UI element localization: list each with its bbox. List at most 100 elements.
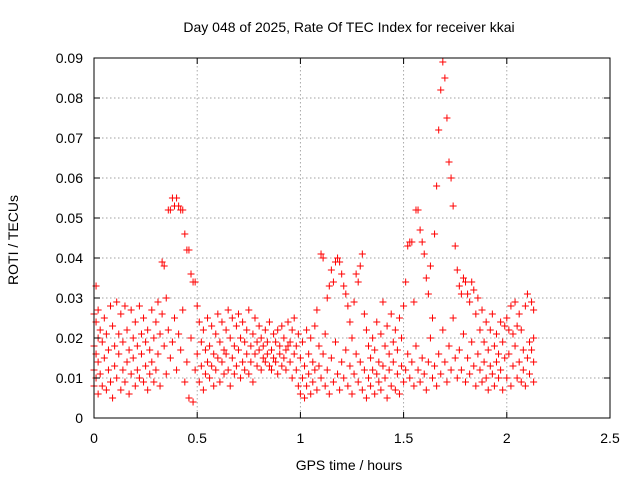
data-point: [142, 338, 150, 346]
data-point: [369, 366, 377, 374]
data-point: [519, 366, 527, 374]
data-point: [457, 290, 465, 298]
data-point: [315, 342, 323, 350]
data-point: [424, 358, 432, 366]
data-point: [311, 322, 319, 330]
data-point: [428, 314, 436, 322]
data-point: [150, 378, 158, 386]
data-point: [402, 366, 410, 374]
data-point: [288, 374, 296, 382]
data-point: [480, 358, 488, 366]
data-point: [348, 334, 356, 342]
data-point: [501, 322, 509, 330]
data-point: [214, 354, 222, 362]
data-point: [441, 358, 449, 366]
data-point: [492, 330, 500, 338]
data-point: [274, 370, 282, 378]
data-point: [104, 346, 112, 354]
data-point: [437, 370, 445, 378]
data-point: [530, 334, 538, 342]
data-point: [431, 230, 439, 238]
data-point: [117, 310, 125, 318]
data-point: [107, 302, 115, 310]
data-point: [336, 386, 344, 394]
data-point: [391, 386, 399, 394]
data-point: [255, 322, 263, 330]
data-point: [113, 374, 121, 382]
data-point: [146, 370, 154, 378]
data-point: [325, 282, 333, 290]
data-point: [497, 366, 505, 374]
data-point: [530, 378, 538, 386]
data-point: [100, 354, 108, 362]
data-point: [482, 318, 490, 326]
data-point: [325, 390, 333, 398]
data-point: [177, 346, 185, 354]
data-point: [340, 282, 348, 290]
y-tick-label: 0.07: [56, 130, 83, 146]
data-point: [111, 362, 119, 370]
data-point: [232, 362, 240, 370]
data-point: [133, 342, 141, 350]
x-tick-label: 0.5: [187, 430, 207, 446]
data-point: [488, 310, 496, 318]
data-point: [237, 334, 245, 342]
data-point: [179, 206, 187, 214]
data-point: [354, 378, 362, 386]
data-point: [362, 326, 370, 334]
data-point: [511, 298, 519, 306]
data-point: [319, 254, 327, 262]
data-point: [447, 366, 455, 374]
data-point: [129, 354, 137, 362]
data-point: [204, 314, 212, 322]
data-point: [484, 346, 492, 354]
data-point: [129, 334, 137, 342]
data-point: [191, 366, 199, 374]
data-point: [121, 302, 129, 310]
data-point: [199, 386, 207, 394]
data-point: [391, 326, 399, 334]
data-point: [210, 350, 218, 358]
data-point: [301, 394, 309, 402]
data-point: [470, 362, 478, 370]
data-point: [367, 354, 375, 362]
data-point: [131, 318, 139, 326]
data-point: [344, 302, 352, 310]
data-point: [451, 242, 459, 250]
y-tick-labels: 0 0.01 0.02 0.03 0.04 0.05 0.06 0.07 0.08 0.09: [56, 50, 83, 426]
data-point: [179, 306, 187, 314]
data-point: [208, 362, 216, 370]
data-point: [123, 326, 131, 334]
data-point: [327, 266, 335, 274]
data-point: [373, 370, 381, 378]
data-point: [482, 374, 490, 382]
data-point: [206, 342, 214, 350]
data-point: [523, 354, 531, 362]
data-point: [447, 174, 455, 182]
data-point: [321, 382, 329, 390]
y-tick-label: 0.06: [56, 170, 83, 186]
data-point: [486, 362, 494, 370]
data-point: [439, 326, 447, 334]
data-point: [162, 294, 170, 302]
data-point: [160, 262, 168, 270]
data-point: [268, 366, 276, 374]
data-point: [158, 258, 166, 266]
data-point: [439, 58, 447, 66]
data-point: [197, 338, 205, 346]
data-point: [433, 182, 441, 190]
data-point: [257, 334, 265, 342]
data-point: [98, 338, 106, 346]
data-point: [462, 278, 470, 286]
data-point: [398, 334, 406, 342]
data-point: [144, 326, 152, 334]
data-point: [515, 358, 523, 366]
data-point: [360, 310, 368, 318]
data-point: [104, 366, 112, 374]
data-point: [239, 318, 247, 326]
data-point: [133, 366, 141, 374]
data-point: [507, 382, 515, 390]
data-point: [115, 330, 123, 338]
data-point: [185, 394, 193, 402]
data-point: [468, 278, 476, 286]
